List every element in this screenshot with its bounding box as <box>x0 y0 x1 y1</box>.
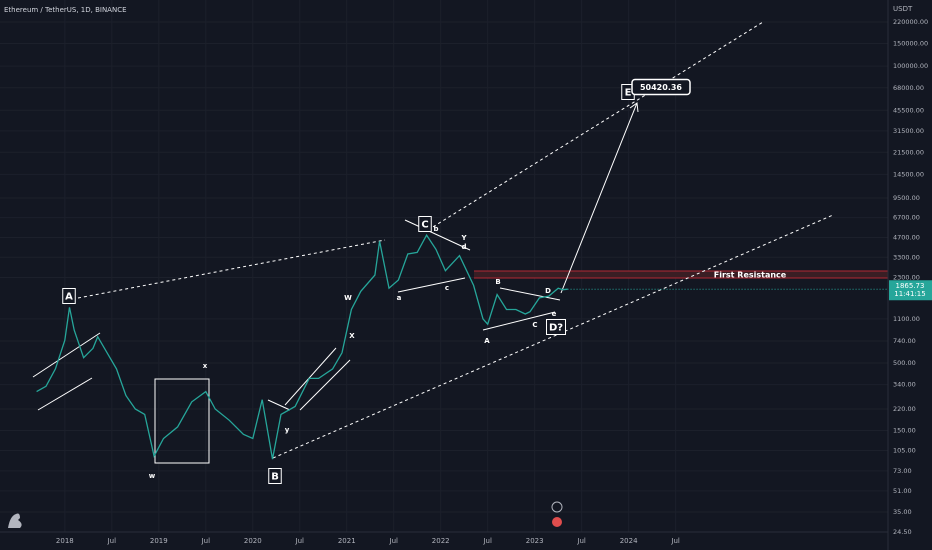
annotation: e <box>552 310 557 318</box>
y-unit: USDT <box>893 5 913 13</box>
y-tick-label: 150.00 <box>893 426 916 434</box>
drawings <box>32 21 834 464</box>
x-tick-label: Jul <box>482 537 492 545</box>
channel-line <box>404 219 471 251</box>
y-tick-label: 9500.00 <box>893 194 920 202</box>
event-icon[interactable] <box>551 501 563 513</box>
channel-line <box>299 359 351 411</box>
annotation: c <box>445 284 449 292</box>
y-tick-label: 3300.00 <box>893 253 920 261</box>
x-tick-label: 2021 <box>338 537 356 545</box>
resistance-band <box>474 271 888 278</box>
annotation: D? <box>549 323 563 334</box>
y-tick-label: 14500.00 <box>893 170 924 178</box>
last-price-label: 1865.73 <box>896 282 925 290</box>
annotation: b <box>433 225 438 233</box>
logo <box>8 513 22 528</box>
y-tick-label: 150000.00 <box>893 39 928 47</box>
x-tick-label: 2019 <box>150 537 168 545</box>
target-arrow <box>560 102 638 294</box>
y-tick-label: 100000.00 <box>893 62 928 70</box>
channel-line <box>284 347 337 406</box>
channel-line <box>32 332 101 378</box>
annotation: E <box>625 88 632 99</box>
annotation: X <box>349 332 355 340</box>
dashed-trendline <box>77 239 386 299</box>
y-tick-label: 2300.00 <box>893 274 920 282</box>
y-tick-label: 220000.00 <box>893 18 928 26</box>
x-tick-label: 2022 <box>432 537 450 545</box>
price-series <box>36 233 568 460</box>
x-tick-label: 2024 <box>620 537 638 545</box>
annotation: d <box>461 243 466 251</box>
y-tick-label: 51.00 <box>893 487 912 495</box>
annotation: w <box>149 472 156 480</box>
channel-line <box>37 377 93 411</box>
y-tick-label: 68000.00 <box>893 84 924 92</box>
annotation-box <box>268 468 282 484</box>
annotation-box <box>62 288 76 304</box>
x-tick-label: Jul <box>295 537 305 545</box>
arrow-head <box>629 102 639 113</box>
triangle-line <box>482 311 556 331</box>
annotation-box <box>546 319 566 335</box>
x-tick-label: 2020 <box>244 537 262 545</box>
y-tick-label: 4700.00 <box>893 233 920 241</box>
x-tick-label: 2023 <box>526 537 544 545</box>
x-tick-label: Jul <box>576 537 586 545</box>
x-tick-label: Jul <box>670 537 680 545</box>
annotation: x <box>203 362 208 370</box>
annotation: y <box>285 426 290 434</box>
range-box <box>154 378 210 464</box>
y-tick-label: 73.00 <box>893 467 912 475</box>
annotation: W <box>344 294 352 302</box>
x-tick-label: Jul <box>389 537 399 545</box>
annotations: A B C D? E 50420.36 w x y W X Ya b c d e B D C A <box>62 78 691 484</box>
chart-title: Ethereum / TetherUS, 1D, BINANCE <box>4 6 127 14</box>
annotation: C <box>421 220 428 231</box>
y-tick-label: 105.00 <box>893 446 916 454</box>
y-tick-label: 35.00 <box>893 508 912 516</box>
annotation: B <box>495 278 500 286</box>
x-tick-label: Jul <box>201 537 211 545</box>
channel-line <box>267 399 291 411</box>
annotation-box <box>418 216 432 232</box>
y-tick-label: 740.00 <box>893 337 916 345</box>
annotation: A <box>484 337 490 345</box>
y-tick-label: 500.00 <box>893 359 916 367</box>
last-price-tag <box>889 280 932 301</box>
annotation: D <box>545 287 551 295</box>
annotation-box <box>631 78 691 96</box>
triangle-line <box>499 287 561 301</box>
y-tick-label: 340.00 <box>893 381 916 389</box>
countdown: 11:41:15 <box>894 290 925 298</box>
y-tick-label: 31500.00 <box>893 127 924 135</box>
annotation: C <box>532 321 537 329</box>
annotation: 50420.36 <box>640 83 682 92</box>
axes: 220000.00 150000.00 100000.00 68000.00 45500… <box>56 18 932 545</box>
channel-line <box>397 277 466 293</box>
annotation: a <box>397 294 402 302</box>
y-tick-label: 1100.00 <box>893 315 920 323</box>
y-tick-label: 6700.00 <box>893 214 920 222</box>
y-tick-label: 220.00 <box>893 405 916 413</box>
y-tick-label: 24.50 <box>893 528 912 536</box>
x-tick-label: 2018 <box>56 537 74 545</box>
event-icon[interactable] <box>552 517 562 527</box>
annotation: B <box>271 472 279 483</box>
y-tick-label: 21500.00 <box>893 148 924 156</box>
annotation: Y <box>460 234 467 242</box>
annotation: A <box>65 292 73 303</box>
x-tick-label: Jul <box>107 537 117 545</box>
price-line <box>36 233 568 460</box>
y-tick-label: 45500.00 <box>893 106 924 114</box>
resistance-label: First Resistance <box>714 271 787 280</box>
